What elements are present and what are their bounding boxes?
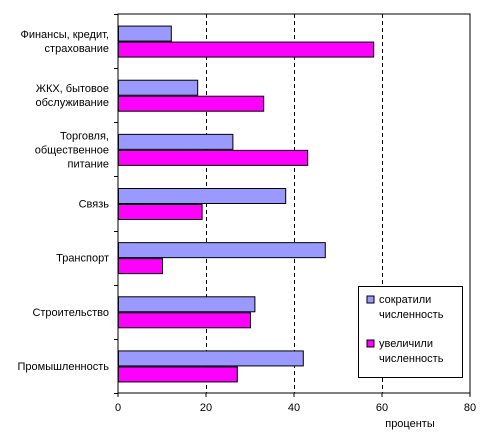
bar-decreased-5 bbox=[118, 296, 256, 313]
legend-label-line: численность bbox=[379, 309, 444, 321]
bar-decreased-4 bbox=[118, 242, 326, 259]
bar-increased-0 bbox=[118, 41, 375, 58]
category-label-line: страхование bbox=[45, 43, 109, 55]
bar-increased-4 bbox=[118, 258, 163, 275]
category-label-line: Промышленность bbox=[17, 361, 109, 373]
x-tick-label-0: 0 bbox=[115, 402, 121, 414]
bar-increased-2 bbox=[118, 149, 309, 166]
bar-increased-5 bbox=[118, 312, 251, 329]
x-tick-label-60: 60 bbox=[376, 402, 388, 414]
bar-increased-1 bbox=[118, 95, 265, 112]
category-label-0: Финансы, кредит, страхование bbox=[20, 29, 109, 55]
category-label-line: Финансы, кредит, bbox=[20, 29, 109, 41]
bar-increased-6 bbox=[118, 366, 238, 383]
legend-swatch-1 bbox=[366, 339, 375, 348]
category-label-line: Связь bbox=[79, 199, 110, 211]
legend-label-line: увеличили bbox=[379, 338, 433, 350]
category-label-4: Транспорт bbox=[56, 253, 109, 265]
category-label-3: Связь bbox=[79, 199, 110, 211]
category-label-line: ЖКХ, бытовое bbox=[36, 83, 109, 95]
category-label-line: Транспорт bbox=[56, 253, 109, 265]
bar-decreased-1 bbox=[118, 79, 199, 96]
bar-decreased-3 bbox=[118, 188, 287, 204]
x-tick-label-40: 40 bbox=[288, 402, 300, 414]
category-label-5: Строительство bbox=[32, 307, 109, 319]
legend-box bbox=[358, 286, 463, 378]
bar-decreased-2 bbox=[118, 133, 234, 150]
category-label-line: Торговля, bbox=[60, 130, 109, 142]
category-label-2: Торговля, общественное питание bbox=[35, 130, 109, 170]
bar-decreased-0 bbox=[118, 25, 172, 42]
x-tick-label-80: 80 bbox=[464, 402, 476, 414]
category-label-line: общественное bbox=[35, 144, 109, 156]
bar-decreased-6 bbox=[118, 350, 304, 367]
legend-swatch-0 bbox=[366, 295, 375, 304]
category-label-line: обслуживание bbox=[35, 97, 109, 109]
legend-label-1: увеличили численность bbox=[379, 338, 444, 365]
category-label-line: питание bbox=[68, 158, 109, 170]
bar-increased-3 bbox=[118, 204, 203, 220]
x-tick-label-20: 20 bbox=[200, 402, 212, 414]
category-label-line: Строительство bbox=[32, 307, 109, 319]
legend-label-line: сократили bbox=[379, 294, 431, 306]
legend-label-line: численность bbox=[379, 353, 444, 365]
category-label-6: Промышленность bbox=[17, 361, 109, 373]
x-axis-label: проценты bbox=[385, 418, 435, 430]
legend-label-0: сократили численность bbox=[379, 294, 444, 321]
category-label-1: ЖКХ, бытовое обслуживание bbox=[35, 83, 109, 109]
